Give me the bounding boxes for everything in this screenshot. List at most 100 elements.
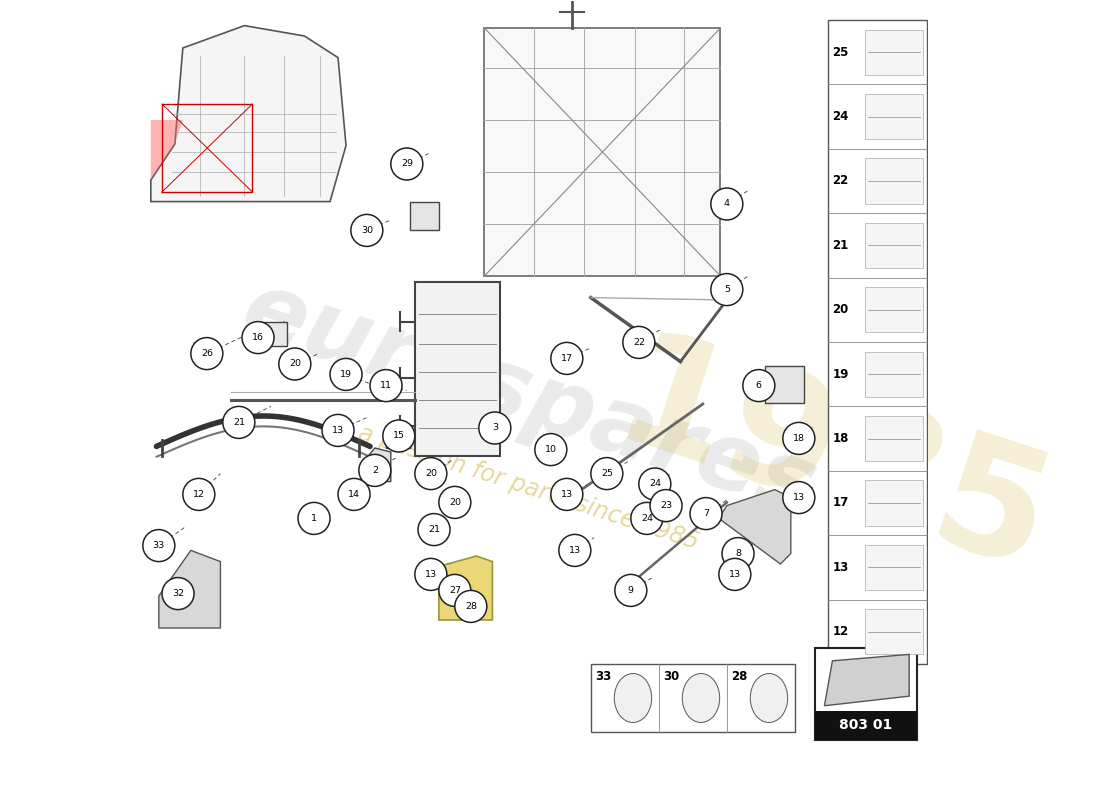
Polygon shape [151, 26, 346, 202]
FancyBboxPatch shape [415, 282, 500, 456]
Text: 22: 22 [833, 174, 849, 187]
Text: 24: 24 [649, 479, 661, 489]
Text: 33: 33 [153, 541, 165, 550]
Text: 13: 13 [332, 426, 344, 435]
Circle shape [390, 148, 422, 180]
Text: 25: 25 [601, 469, 613, 478]
Circle shape [439, 574, 471, 606]
Text: 20: 20 [833, 303, 849, 316]
Circle shape [783, 422, 815, 454]
Circle shape [615, 574, 647, 606]
Text: 7: 7 [703, 509, 710, 518]
FancyBboxPatch shape [766, 366, 804, 403]
Text: 19: 19 [833, 368, 849, 381]
FancyBboxPatch shape [866, 352, 923, 397]
Text: 15: 15 [393, 431, 405, 441]
Circle shape [190, 338, 223, 370]
Circle shape [551, 478, 583, 510]
Circle shape [551, 342, 583, 374]
FancyBboxPatch shape [410, 202, 439, 230]
FancyBboxPatch shape [866, 287, 923, 332]
Text: 20: 20 [289, 359, 300, 369]
Polygon shape [151, 120, 183, 180]
Text: 12: 12 [192, 490, 205, 499]
Circle shape [623, 326, 654, 358]
Circle shape [143, 530, 175, 562]
Text: 13: 13 [425, 570, 437, 579]
FancyBboxPatch shape [815, 710, 917, 740]
Ellipse shape [682, 674, 719, 722]
Text: 21: 21 [233, 418, 245, 427]
FancyBboxPatch shape [484, 28, 720, 276]
FancyBboxPatch shape [866, 481, 923, 526]
Text: a passion for parts since 1985: a passion for parts since 1985 [355, 422, 702, 554]
Circle shape [711, 188, 742, 220]
Circle shape [418, 514, 450, 546]
Text: 29: 29 [400, 159, 412, 169]
Circle shape [783, 482, 815, 514]
FancyBboxPatch shape [815, 648, 917, 740]
Circle shape [559, 534, 591, 566]
Text: 28: 28 [732, 670, 748, 683]
Text: 13: 13 [793, 493, 805, 502]
Text: 17: 17 [561, 354, 573, 363]
Text: 16: 16 [252, 333, 264, 342]
Circle shape [383, 420, 415, 452]
Circle shape [183, 478, 215, 510]
Text: 1985: 1985 [597, 322, 1068, 606]
Text: 12: 12 [833, 626, 849, 638]
Circle shape [242, 322, 274, 354]
Text: 3: 3 [492, 423, 498, 433]
Text: 20: 20 [449, 498, 461, 507]
Text: 33: 33 [595, 670, 612, 683]
Circle shape [330, 358, 362, 390]
Text: 23: 23 [660, 501, 672, 510]
Text: 5: 5 [724, 285, 729, 294]
Text: 11: 11 [379, 381, 392, 390]
Text: 30: 30 [361, 226, 373, 235]
FancyBboxPatch shape [386, 426, 410, 448]
Circle shape [454, 590, 487, 622]
Circle shape [630, 502, 663, 534]
Circle shape [415, 558, 447, 590]
Circle shape [223, 406, 255, 438]
Text: 13: 13 [833, 561, 849, 574]
Text: 14: 14 [348, 490, 360, 499]
Text: 6: 6 [756, 381, 762, 390]
Text: 13: 13 [729, 570, 741, 579]
Text: 28: 28 [465, 602, 476, 611]
Text: 24: 24 [641, 514, 652, 523]
FancyBboxPatch shape [194, 342, 217, 362]
Text: 18: 18 [793, 434, 805, 443]
Text: 20: 20 [425, 469, 437, 478]
Text: 24: 24 [833, 110, 849, 123]
FancyBboxPatch shape [866, 158, 923, 203]
Text: 9: 9 [628, 586, 634, 595]
Text: 21: 21 [833, 239, 849, 252]
Circle shape [278, 348, 311, 380]
FancyBboxPatch shape [866, 610, 923, 654]
Text: 10: 10 [544, 445, 557, 454]
Polygon shape [158, 550, 220, 628]
Circle shape [298, 502, 330, 534]
Circle shape [639, 468, 671, 500]
Text: 21: 21 [428, 525, 440, 534]
Polygon shape [439, 556, 493, 620]
Circle shape [722, 538, 754, 570]
Circle shape [322, 414, 354, 446]
Text: 30: 30 [663, 670, 680, 683]
Text: 13: 13 [569, 546, 581, 555]
Text: eurospares: eurospares [230, 264, 827, 536]
Circle shape [351, 214, 383, 246]
Circle shape [415, 458, 447, 490]
FancyBboxPatch shape [866, 223, 923, 268]
Polygon shape [824, 654, 910, 706]
Text: 17: 17 [833, 497, 849, 510]
Text: 4: 4 [724, 199, 729, 209]
Text: 19: 19 [340, 370, 352, 379]
Text: 2: 2 [372, 466, 377, 475]
Circle shape [591, 458, 623, 490]
Circle shape [690, 498, 722, 530]
Circle shape [439, 486, 471, 518]
Circle shape [370, 370, 402, 402]
